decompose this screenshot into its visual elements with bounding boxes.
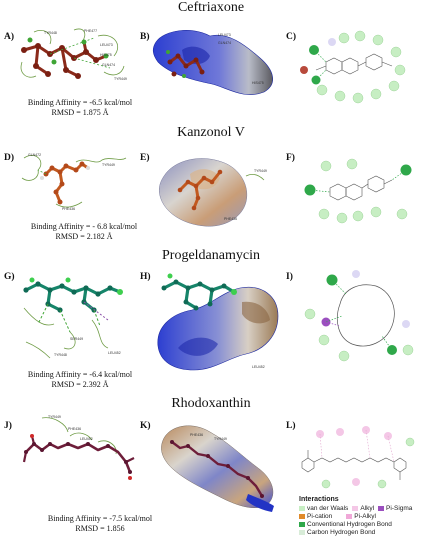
residue-label: LEU452: [80, 437, 93, 441]
molecule-2d: [315, 53, 393, 75]
surface-view-b: LEU473 GLN474 HIS475: [152, 30, 273, 95]
residue-label: TYR448: [54, 353, 67, 357]
row-title-ceftriaxone: Ceftriaxone: [177, 0, 245, 15]
panel-label-f: F): [286, 153, 295, 163]
rmsd: RMSD = 1.875 Å: [51, 108, 109, 117]
panel-label-h: H): [140, 272, 151, 282]
residue-label: TYR449: [102, 163, 115, 167]
residue-label: HIS475: [252, 81, 264, 85]
surface-view-k: PHE436 TYR449: [161, 425, 274, 512]
stats-progeldanamycin: Binding Affinity = -6.4 kcal/mol RMSD = …: [20, 370, 140, 390]
interaction-map-c: [300, 30, 406, 104]
row-title-progeldanamycin: Progeldanamycin: [162, 248, 260, 263]
legend-label: Alkyl: [360, 504, 375, 512]
residue-label: HIS475: [100, 53, 112, 57]
residue-label: TYR449: [114, 77, 127, 81]
binding-affinity: Binding Affinity = -6.5 kcal/mol: [27, 98, 133, 107]
residue-label: TYR449: [214, 437, 227, 441]
legend-label: Carbon Hydrogen Bond: [307, 528, 376, 536]
residue-label: LEU452: [108, 351, 121, 355]
interaction-map-f: [304, 158, 412, 224]
legend-row: Carbon Hydrogen Bond: [299, 528, 421, 536]
residue-label: PHE477: [84, 29, 97, 33]
legend-row: van der Waals Alkyl Pi-Sigma: [299, 504, 421, 512]
residue-label: GLN474: [218, 41, 231, 45]
residue-label: GLN474: [102, 63, 115, 67]
residue-label: TYR449: [254, 169, 267, 173]
panel-label-i: I): [286, 272, 293, 282]
panel-label-b: B): [140, 32, 150, 42]
panel-label-e: E): [140, 153, 150, 163]
legend-label: Pi-cation: [307, 512, 333, 520]
ligand-pose-j: TYR449 PHE436 LEU452: [22, 415, 135, 480]
rmsd: RMSD = 1.856: [75, 524, 125, 533]
residue-label: SER449: [70, 337, 83, 341]
legend-swatch-carbon-hydrogen-bond: [299, 529, 305, 535]
legend-title: Interactions: [299, 496, 339, 503]
surface-view-e: TYR449 PHE436: [158, 158, 267, 227]
panel-label-d: D): [4, 153, 15, 163]
ligand-pose-g: SER449 TYR448 LEU452: [23, 277, 123, 359]
residue-label: PHE436: [62, 207, 75, 211]
residue-label: LEU473: [218, 33, 231, 37]
panel-label-l: L): [286, 421, 296, 431]
legend-swatch-pi-sigma: [378, 505, 385, 511]
stats-ceftriaxone: Binding Affinity = -6.5 kcal/mol RMSD = …: [20, 98, 140, 118]
ligand-pose-d: GLN472 TYR449 PHE436: [21, 153, 127, 211]
legend-swatch-conventional-hydrogen-bond: [299, 521, 305, 527]
legend-swatch-van-der-waals: [299, 505, 305, 511]
panel-label-a: A): [4, 32, 15, 42]
residue-label: GLN472: [28, 153, 41, 157]
row-title-rhodoxanthin: Rhodoxanthin: [171, 396, 251, 411]
stats-kanzonol-v: Binding Affinity = - 6.8 kcal/mol RMSD =…: [24, 222, 144, 242]
ligand-pose-a: TYR448 PHE477 LEU473 HIS475 GLN474 TYR44…: [20, 28, 127, 81]
rmsd: RMSD = 2.182 Å: [55, 232, 113, 241]
binding-affinity: Binding Affinity = - 6.8 kcal/mol: [30, 222, 138, 231]
legend-row: Pi-cation Pi-Alkyl: [299, 512, 421, 520]
legend-swatch-pi-cation: [299, 513, 305, 519]
legend-swatch-pi-alkyl: [346, 513, 353, 519]
residue-label: LEU473: [100, 43, 113, 47]
binding-affinity: Binding Affinity = -6.4 kcal/mol: [27, 370, 133, 379]
panel-label-j: J): [4, 421, 12, 431]
binding-affinity: Binding Affinity = -7.5 kcal/mol: [47, 514, 153, 523]
surface-view-h: LEU452: [157, 273, 279, 371]
residue-label: TYR448: [44, 31, 57, 35]
panel-label-k: K): [140, 421, 151, 431]
interactions-legend: Interactions van der Waals Alkyl Pi-Sigm…: [299, 496, 421, 536]
stats-rhodoxanthin: Binding Affinity = -7.5 kcal/mol RMSD = …: [40, 514, 160, 534]
interaction-map-i: [304, 270, 414, 362]
legend-label: van der Waals: [307, 504, 349, 512]
residue-label: PHE436: [68, 427, 81, 431]
legend-swatch-alkyl: [352, 505, 359, 511]
legend-label: Pi-Alkyl: [354, 512, 376, 520]
legend-row: Conventional Hydrogen Bond: [299, 520, 421, 528]
legend-label: Pi-Sigma: [386, 504, 413, 512]
legend-label: Conventional Hydrogen Bond: [307, 520, 392, 528]
row-title-kanzonol-v: Kanzonol V: [177, 125, 245, 140]
residue-label: LEU452: [252, 365, 265, 369]
residue-label: PHE436: [224, 217, 237, 221]
residue-label: TYR449: [48, 415, 61, 419]
rmsd: RMSD = 2.392 Å: [51, 380, 109, 389]
residue-label: PHE436: [190, 433, 203, 437]
panel-label-g: G): [4, 272, 15, 282]
panel-label-c: C): [286, 32, 297, 42]
interaction-map-l: [301, 426, 415, 489]
